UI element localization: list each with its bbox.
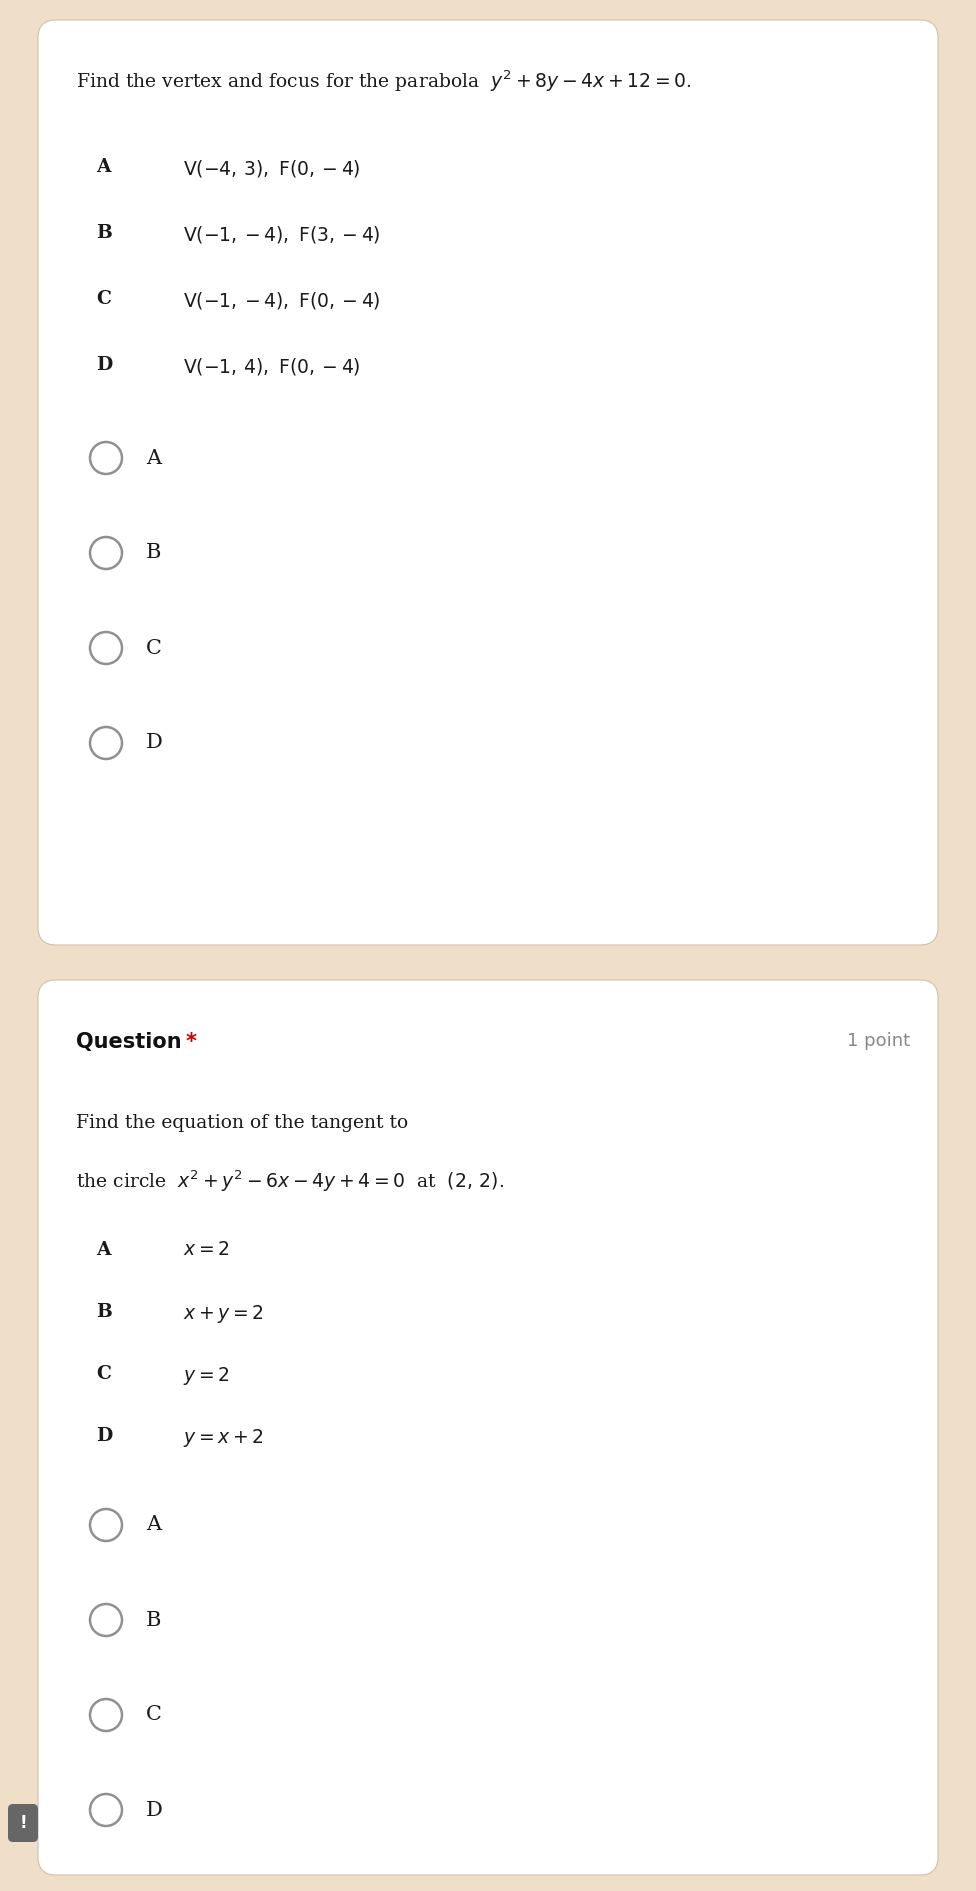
Text: $y=2$: $y=2$ xyxy=(183,1365,229,1386)
Text: $x+y=2$: $x+y=2$ xyxy=(183,1303,264,1326)
Text: $\mathrm{V}(-1,-4),\ \mathrm{F}(0,-4)$: $\mathrm{V}(-1,-4),\ \mathrm{F}(0,-4)$ xyxy=(183,289,381,310)
FancyBboxPatch shape xyxy=(38,21,938,946)
Text: B: B xyxy=(96,223,111,242)
Text: A: A xyxy=(96,159,110,176)
Text: D: D xyxy=(146,734,163,753)
Text: 1 point: 1 point xyxy=(847,1032,910,1050)
Text: !: ! xyxy=(20,1813,26,1832)
Text: Find the vertex and focus for the parabola  $y^2+8y-4x+12=0$.: Find the vertex and focus for the parabo… xyxy=(76,68,692,93)
FancyBboxPatch shape xyxy=(38,980,938,1876)
Text: D: D xyxy=(146,1800,163,1819)
Text: B: B xyxy=(96,1303,111,1322)
Text: C: C xyxy=(96,289,111,308)
FancyBboxPatch shape xyxy=(8,1804,38,1842)
Text: C: C xyxy=(146,639,162,658)
Text: Find the equation of the tangent to: Find the equation of the tangent to xyxy=(76,1114,408,1133)
Text: $\mathrm{V}(-1,-4),\ \mathrm{F}(3,-4)$: $\mathrm{V}(-1,-4),\ \mathrm{F}(3,-4)$ xyxy=(183,223,381,246)
Text: $y=x+2$: $y=x+2$ xyxy=(183,1428,264,1449)
Text: $x=2$: $x=2$ xyxy=(183,1240,229,1259)
Text: $\mathrm{V}(-1,\,4),\ \mathrm{F}(0,-4)$: $\mathrm{V}(-1,\,4),\ \mathrm{F}(0,-4)$ xyxy=(183,356,360,376)
Text: $\mathrm{V}(-4,\,3),\ \mathrm{F}(0,-4)$: $\mathrm{V}(-4,\,3),\ \mathrm{F}(0,-4)$ xyxy=(183,159,360,180)
Text: A: A xyxy=(146,448,161,467)
Text: D: D xyxy=(96,356,112,374)
Text: the circle  $x^2+y^2-6x-4y+4=0$  at  $(2,\,2)$.: the circle $x^2+y^2-6x-4y+4=0$ at $(2,\,… xyxy=(76,1169,505,1195)
Text: D: D xyxy=(96,1428,112,1445)
Text: Question: Question xyxy=(76,1032,182,1051)
Text: A: A xyxy=(96,1240,110,1259)
Text: B: B xyxy=(146,1611,161,1630)
Text: C: C xyxy=(146,1706,162,1725)
Text: *: * xyxy=(186,1032,197,1051)
Text: A: A xyxy=(146,1515,161,1534)
Text: B: B xyxy=(146,543,161,562)
Text: C: C xyxy=(96,1365,111,1382)
